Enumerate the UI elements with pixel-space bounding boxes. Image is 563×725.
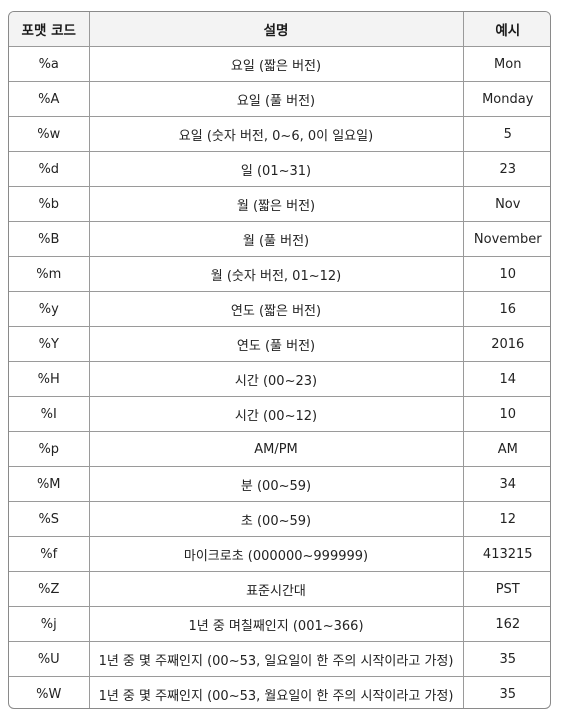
cell-format-code: %w xyxy=(9,116,90,152)
header-description: 설명 xyxy=(89,12,464,47)
cell-description: 1년 중 몇 주째인지 (00~53, 월요일이 한 주의 시작이라고 가정) xyxy=(89,676,464,708)
table-row: %a 요일 (짧은 버전) Mon xyxy=(9,46,550,82)
cell-description: 연도 (짧은 버전) xyxy=(89,291,464,327)
cell-format-code: %f xyxy=(9,536,90,572)
cell-example: 14 xyxy=(463,361,550,397)
cell-format-code: %H xyxy=(9,361,90,397)
cell-description: 월 (짧은 버전) xyxy=(89,186,464,222)
cell-format-code: %I xyxy=(9,396,90,432)
cell-description: 요일 (풀 버전) xyxy=(89,81,464,117)
table-row: %y 연도 (짧은 버전) 16 xyxy=(9,291,550,327)
cell-description: 요일 (숫자 버전, 0~6, 0이 일요일) xyxy=(89,116,464,152)
format-code-table: 포맷 코드 설명 예시 %a 요일 (짧은 버전) Mon %A 요일 (풀 버전) Mo… xyxy=(8,11,551,709)
cell-example: 34 xyxy=(463,466,550,502)
cell-format-code: %y xyxy=(9,291,90,327)
cell-example: 10 xyxy=(463,256,550,292)
table-row: %S 초 (00~59) 12 xyxy=(9,501,550,537)
table-row: %I 시간 (00~12) 10 xyxy=(9,396,550,432)
cell-example: 23 xyxy=(463,151,550,187)
table-body: %a 요일 (짧은 버전) Mon %A 요일 (풀 버전) Monday %w 요일 (숫자… xyxy=(9,46,550,708)
cell-format-code: %B xyxy=(9,221,90,257)
cell-description: 초 (00~59) xyxy=(89,501,464,537)
cell-format-code: %m xyxy=(9,256,90,292)
table-row: %B 월 (풀 버전) November xyxy=(9,221,550,257)
cell-description: 연도 (풀 버전) xyxy=(89,326,464,362)
cell-format-code: %M xyxy=(9,466,90,502)
cell-description: 마이크로초 (000000~999999) xyxy=(89,536,464,572)
cell-description: 일 (01~31) xyxy=(89,151,464,187)
cell-description: 표준시간대 xyxy=(89,571,464,607)
cell-description: 시간 (00~23) xyxy=(89,361,464,397)
cell-format-code: %U xyxy=(9,641,90,677)
table-row: %U 1년 중 몇 주째인지 (00~53, 일요일이 한 주의 시작이라고 가정… xyxy=(9,641,550,677)
cell-example: November xyxy=(463,221,550,257)
cell-example: 35 xyxy=(499,686,517,702)
cell-example: 162 xyxy=(463,606,550,642)
header-example: 예시 xyxy=(463,12,550,47)
cell-description: 분 (00~59) xyxy=(89,466,464,502)
table-row: %M 분 (00~59) 34 xyxy=(9,466,550,502)
cell-format-code: %a xyxy=(9,46,90,82)
cell-format-code: %j xyxy=(9,606,90,642)
cell-format-code: %b xyxy=(9,186,90,222)
cell-format-code: %p xyxy=(9,431,90,467)
cell-example: 12 xyxy=(463,501,550,537)
cell-format-code: %W xyxy=(9,676,90,708)
cell-format-code: %d xyxy=(9,151,90,187)
header-row: 포맷 코드 설명 예시 xyxy=(9,12,550,47)
cell-description: 월 (풀 버전) xyxy=(89,221,464,257)
table-row: %m 월 (숫자 버전, 01~12) 10 xyxy=(9,256,550,292)
cell-example: PST xyxy=(463,571,550,607)
cell-format-code: %Z xyxy=(9,571,90,607)
table-row: %A 요일 (풀 버전) Monday xyxy=(9,81,550,117)
cell-description: 시간 (00~12) xyxy=(89,396,464,432)
table-row: %f 마이크로초 (000000~999999) 413215 xyxy=(9,536,550,572)
table-row: %w 요일 (숫자 버전, 0~6, 0이 일요일) 5 xyxy=(9,116,550,152)
cell-description: 1년 중 몇 주째인지 (00~53, 일요일이 한 주의 시작이라고 가정) xyxy=(89,641,464,677)
cell-example: Monday xyxy=(463,81,550,117)
table-row: %d 일 (01~31) 23 xyxy=(9,151,550,187)
cell-format-code: %Y xyxy=(9,326,90,362)
table-row: %W 1년 중 몇 주째인지 (00~53, 월요일이 한 주의 시작이라고 가정… xyxy=(9,676,550,708)
header-format-code: 포맷 코드 xyxy=(9,12,90,47)
cell-description: AM/PM xyxy=(89,431,464,467)
cell-format-code: %S xyxy=(9,501,90,537)
table-row: %j 1년 중 며칠째인지 (001~366) 162 xyxy=(9,606,550,642)
cell-example: 413215 xyxy=(463,536,550,572)
cell-description: 1년 중 며칠째인지 (001~366) xyxy=(89,606,464,642)
table-row: %Z 표준시간대 PST xyxy=(9,571,550,607)
cell-example: Mon xyxy=(463,46,550,82)
table-row: %H 시간 (00~23) 14 xyxy=(9,361,550,397)
format-table: 포맷 코드 설명 예시 %a 요일 (짧은 버전) Mon %A 요일 (풀 버전) Mo… xyxy=(9,12,550,708)
cell-example: 35 xyxy=(463,641,550,677)
cell-example: AM xyxy=(463,431,550,467)
cell-example: 16 xyxy=(463,291,550,327)
cell-format-code: %A xyxy=(9,81,90,117)
cell-example: 2016 xyxy=(463,326,550,362)
cell-example: Nov xyxy=(463,186,550,222)
table-row: %p AM/PM AM xyxy=(9,431,550,467)
cell-description: 월 (숫자 버전, 01~12) xyxy=(89,256,464,292)
table-row: %Y 연도 (풀 버전) 2016 xyxy=(9,326,550,362)
cell-example: 5 xyxy=(463,116,550,152)
cell-description: 요일 (짧은 버전) xyxy=(89,46,464,82)
table-row: %b 월 (짧은 버전) Nov xyxy=(9,186,550,222)
cell-example: 10 xyxy=(463,396,550,432)
